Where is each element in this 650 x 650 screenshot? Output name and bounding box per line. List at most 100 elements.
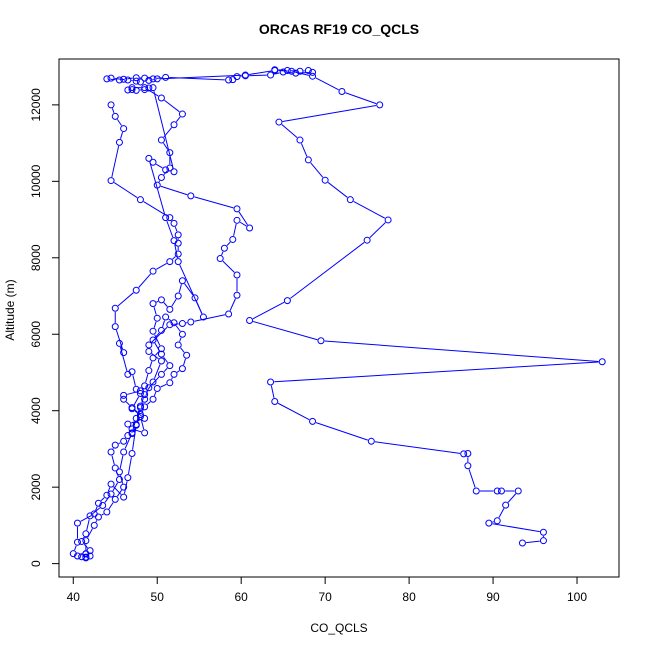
series-line-segment bbox=[118, 442, 121, 445]
data-point bbox=[460, 450, 468, 458]
data-point bbox=[317, 337, 325, 345]
series-line-segment bbox=[155, 163, 163, 169]
data-point bbox=[166, 305, 174, 313]
series-line-segment bbox=[127, 457, 132, 475]
series-line-segment bbox=[239, 221, 247, 227]
data-point bbox=[128, 86, 136, 94]
data-point bbox=[115, 468, 123, 476]
series-line-segment bbox=[179, 264, 203, 314]
data-point bbox=[115, 76, 123, 84]
series-line-segment bbox=[353, 200, 386, 219]
data-point bbox=[174, 341, 182, 349]
series-line-segment bbox=[160, 74, 242, 80]
series-line-segment bbox=[526, 540, 540, 544]
data-point bbox=[107, 177, 115, 185]
data-point bbox=[166, 214, 174, 222]
data-point bbox=[166, 379, 174, 387]
data-point bbox=[136, 78, 144, 86]
series-line-segment bbox=[168, 318, 172, 322]
data-point bbox=[233, 205, 241, 213]
data-point bbox=[321, 176, 329, 184]
data-point bbox=[141, 414, 149, 422]
series-line-segment bbox=[111, 455, 115, 465]
data-point bbox=[191, 294, 199, 302]
series-line-segment bbox=[132, 421, 136, 430]
y-tick-label: 8000 bbox=[29, 244, 43, 271]
data-point bbox=[145, 84, 153, 92]
series-line-segment bbox=[179, 337, 182, 342]
data-point bbox=[216, 255, 224, 263]
series-line-segment bbox=[249, 74, 267, 77]
data-point bbox=[141, 429, 149, 437]
data-point bbox=[166, 362, 174, 370]
data-point bbox=[174, 258, 182, 266]
x-axis-label: CO_QCLS bbox=[310, 621, 367, 635]
series-line-segment bbox=[238, 211, 248, 226]
data-point bbox=[120, 391, 128, 399]
data-point bbox=[338, 87, 346, 95]
series-line-segment bbox=[222, 260, 235, 273]
data-point bbox=[115, 339, 123, 347]
series-line-segment bbox=[149, 361, 153, 368]
series-line-segment bbox=[83, 536, 85, 539]
data-point bbox=[120, 349, 128, 357]
data-point bbox=[283, 297, 291, 305]
series-line-segment bbox=[156, 77, 163, 79]
series-line-segment bbox=[163, 142, 169, 150]
series-line-segment bbox=[163, 367, 168, 373]
series-line-segment bbox=[120, 346, 123, 350]
series-line-segment bbox=[153, 391, 157, 396]
series-line-segment bbox=[229, 298, 236, 311]
data-point bbox=[149, 378, 157, 386]
data-point bbox=[149, 395, 157, 403]
data-point bbox=[157, 345, 165, 353]
data-point bbox=[157, 296, 165, 304]
data-point bbox=[279, 68, 287, 76]
data-point bbox=[157, 174, 165, 182]
y-axis-label: Altitude (m) bbox=[3, 279, 17, 340]
data-point bbox=[363, 236, 371, 244]
data-point bbox=[157, 326, 165, 334]
data-point bbox=[178, 330, 186, 338]
series-line-segment bbox=[492, 523, 540, 533]
data-point bbox=[464, 462, 472, 470]
data-point bbox=[367, 437, 375, 445]
series-line-segment bbox=[86, 519, 90, 531]
data-point bbox=[111, 112, 119, 120]
series-line-segment bbox=[171, 298, 177, 307]
data-point bbox=[120, 448, 128, 456]
series-line-segment bbox=[156, 263, 167, 270]
data-point bbox=[309, 68, 317, 76]
data-point bbox=[493, 517, 501, 525]
data-point bbox=[229, 235, 237, 243]
data-point bbox=[90, 521, 98, 529]
data-point bbox=[115, 476, 123, 484]
data-point bbox=[115, 138, 123, 146]
series-line-segment bbox=[164, 99, 180, 113]
series-line-segment bbox=[163, 356, 169, 363]
y-tick-label: 6000 bbox=[29, 321, 43, 348]
data-point bbox=[120, 125, 128, 133]
data-point bbox=[120, 75, 128, 83]
data-point bbox=[149, 158, 157, 166]
series-line-segment bbox=[132, 375, 136, 386]
data-point bbox=[69, 550, 77, 558]
series-line-segment bbox=[162, 320, 165, 328]
series-line-segment bbox=[125, 401, 130, 406]
data-point bbox=[304, 156, 312, 164]
x-tick-label: 50 bbox=[151, 590, 165, 604]
data-point bbox=[229, 76, 237, 84]
series-line-segment bbox=[158, 180, 161, 183]
series-line-segment bbox=[166, 220, 174, 238]
series-3-points bbox=[78, 84, 254, 562]
data-point bbox=[107, 74, 115, 82]
series-line-segment bbox=[124, 436, 132, 449]
series-line-segment bbox=[310, 162, 324, 178]
data-point bbox=[283, 66, 291, 74]
plot-frame bbox=[58, 58, 620, 578]
data-point bbox=[157, 94, 165, 102]
data-point bbox=[174, 231, 182, 239]
data-point bbox=[107, 490, 115, 498]
data-point bbox=[304, 66, 312, 74]
